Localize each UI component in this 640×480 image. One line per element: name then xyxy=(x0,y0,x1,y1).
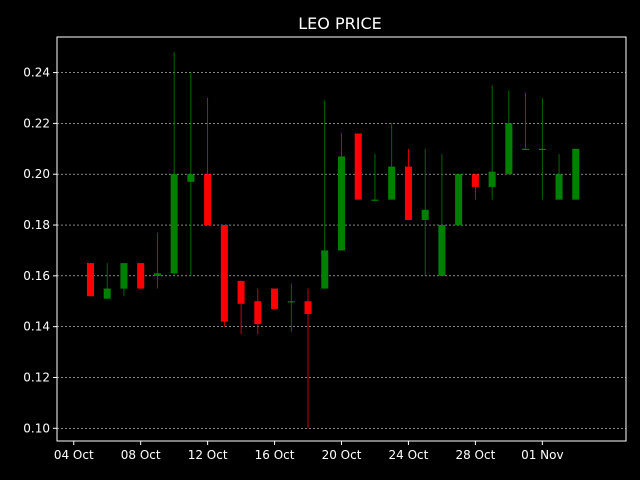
candle-body xyxy=(220,225,228,322)
candle-body xyxy=(304,301,312,314)
candle-body xyxy=(170,174,178,274)
x-tick-label: 28 Oct xyxy=(455,448,495,462)
candle-body xyxy=(522,148,530,150)
y-tick-label: 0.10 xyxy=(23,421,50,435)
y-tick-label: 0.20 xyxy=(23,167,50,181)
candle-body xyxy=(555,174,563,200)
axis-layer: 0.10 0.12 0.14 0.16 0.18 0.20 0.22 0.24 04 Oct 08… xyxy=(23,36,627,462)
x-tick-label: 20 Oct xyxy=(322,448,362,462)
x-tick-label: 01 Nov xyxy=(521,448,564,462)
x-tick-label: 12 Oct xyxy=(188,448,228,462)
candle-body xyxy=(271,288,279,309)
chart-title: LEO PRICE xyxy=(298,14,381,33)
candle-body xyxy=(455,174,463,226)
candle-body xyxy=(438,225,446,276)
candle-body xyxy=(421,209,429,220)
candle-body xyxy=(237,280,245,304)
y-tick-label: 0.16 xyxy=(23,269,50,283)
x-tick-label: 16 Oct xyxy=(255,448,295,462)
y-tick-label: 0.22 xyxy=(23,116,50,130)
candle-body xyxy=(488,171,496,187)
y-tick-label: 0.18 xyxy=(23,218,50,232)
candle-body xyxy=(187,174,195,182)
y-tick-label: 0.14 xyxy=(23,320,50,334)
candle-body xyxy=(120,263,128,289)
candle-body xyxy=(321,250,329,289)
candle-body xyxy=(337,156,346,251)
candle-body xyxy=(287,301,295,303)
plot-frame xyxy=(56,36,627,442)
x-tick-label: 04 Oct xyxy=(54,448,94,462)
candle-body xyxy=(371,199,379,201)
candle-body xyxy=(254,301,262,325)
candle-body xyxy=(471,174,479,187)
x-tick-label: 08 Oct xyxy=(121,448,161,462)
y-tick-label: 0.12 xyxy=(23,370,50,384)
candle-body xyxy=(204,174,212,226)
y-tick-label: 0.24 xyxy=(23,66,50,80)
candle-body xyxy=(86,263,94,297)
candle-body xyxy=(103,288,111,299)
candle-layer xyxy=(86,52,580,429)
candle-body xyxy=(388,166,396,200)
candle-body xyxy=(538,148,546,150)
candle-body xyxy=(505,123,513,175)
candle-body xyxy=(404,166,412,220)
candle-body xyxy=(354,133,362,200)
x-tick-label: 24 Oct xyxy=(389,448,429,462)
candle-body xyxy=(137,263,145,289)
candle-body xyxy=(153,273,161,276)
candle-body xyxy=(572,148,580,200)
